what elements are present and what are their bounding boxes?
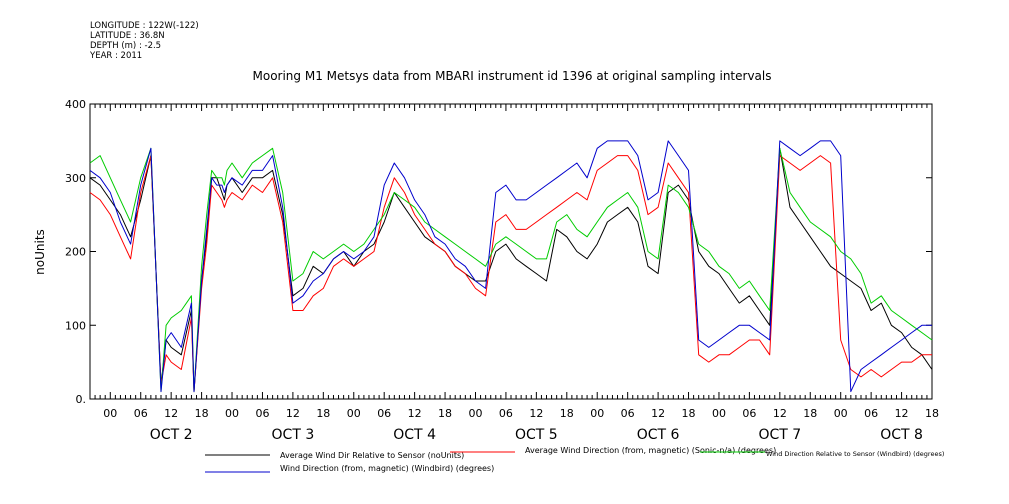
y-tick-label: 200 <box>65 246 86 259</box>
depth-label: DEPTH (m) : -2.5 <box>90 41 162 51</box>
x-tick-label: 12 <box>895 407 909 420</box>
metadata-block: LONGITUDE : 122W(-122) LATITUDE : 36.8N … <box>90 21 199 61</box>
legend-label-3: Wind Direction Relative to Sensor (Windb… <box>766 450 944 458</box>
latitude-label: LATITUDE : 36.8N <box>90 31 165 41</box>
legend-label-2: Average Wind Direction (from, magnetic) … <box>525 446 776 455</box>
day-label: OCT 5 <box>515 427 558 443</box>
x-tick-label: 18 <box>438 407 452 420</box>
x-tick-label: 12 <box>164 407 178 420</box>
x-tick-label: 00 <box>834 407 848 420</box>
x-tick-label: 00 <box>712 407 726 420</box>
y-tick-label: 400 <box>65 98 86 111</box>
longitude-label: LONGITUDE : 122W(-122) <box>90 21 199 31</box>
legend-label-1: Average Wind Dir Relative to Sensor (noU… <box>280 451 464 460</box>
x-tick-label: 18 <box>803 407 817 420</box>
x-tick-label: 06 <box>499 407 513 420</box>
x-tick-label: 06 <box>621 407 635 420</box>
x-tick-label: 00 <box>225 407 239 420</box>
x-tick-label: 18 <box>560 407 574 420</box>
y-tick-label: 300 <box>65 172 86 185</box>
day-label: OCT 2 <box>150 427 193 443</box>
x-tick-label: 18 <box>682 407 696 420</box>
x-tick-label: 00 <box>103 407 117 420</box>
chart-title: Mooring M1 Metsys data from MBARI instru… <box>253 69 772 83</box>
series-line-3 <box>89 147 933 393</box>
x-tick-label: 06 <box>742 407 756 420</box>
series-line-4 <box>89 140 932 393</box>
legend-label-4: Wind Direction (from, magnetic) (Windbir… <box>280 464 494 473</box>
series-line-2 <box>89 155 932 393</box>
x-tick-label: 12 <box>529 407 543 420</box>
y-tick-label: 0. <box>76 393 87 406</box>
x-tick-label: 18 <box>925 407 939 420</box>
x-tick-label: 12 <box>286 407 300 420</box>
x-tick-label: 06 <box>255 407 269 420</box>
x-tick-label: 00 <box>347 407 361 420</box>
y-tick-label: 100 <box>65 319 86 332</box>
x-tick-label: 00 <box>468 407 482 420</box>
x-tick-label: 00 <box>590 407 604 420</box>
day-label: OCT 8 <box>880 427 923 443</box>
day-label: OCT 4 <box>393 427 436 443</box>
x-tick-label: 12 <box>773 407 787 420</box>
x-tick-label: 12 <box>651 407 665 420</box>
x-tick-label: 18 <box>316 407 330 420</box>
x-tick-label: 06 <box>134 407 148 420</box>
day-label: OCT 7 <box>758 427 801 443</box>
x-tick-label: 06 <box>377 407 391 420</box>
year-label: YEAR : 2011 <box>90 51 143 61</box>
x-tick-label: 18 <box>195 407 209 420</box>
day-label: OCT 3 <box>272 427 315 443</box>
x-tick-label: 06 <box>864 407 878 420</box>
y-axis-label: noUnits <box>33 229 47 275</box>
x-tick-label: 12 <box>408 407 422 420</box>
day-label: OCT 6 <box>637 427 680 443</box>
